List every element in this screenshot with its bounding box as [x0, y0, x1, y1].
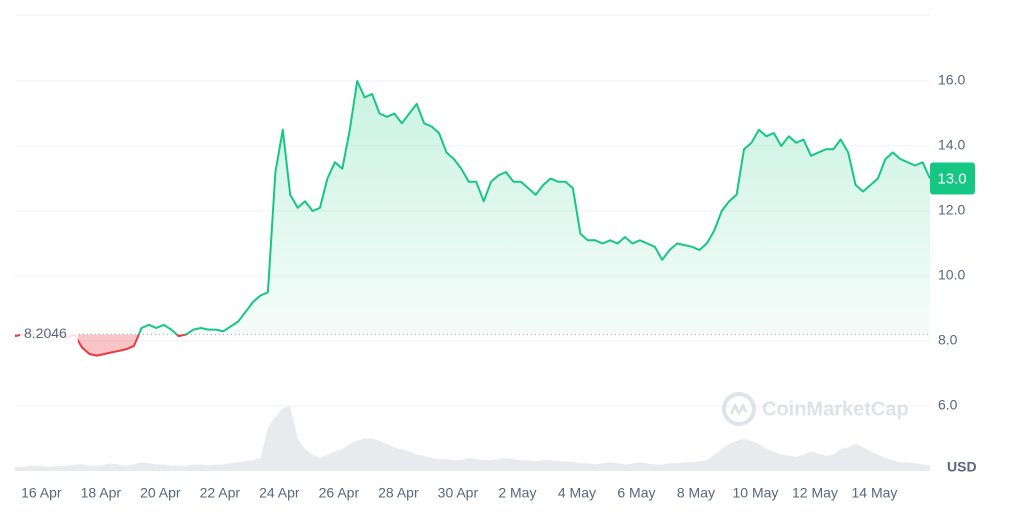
baseline-label-bg: [20, 324, 78, 343]
currency-label: USD: [947, 459, 977, 475]
volume-area: [15, 406, 930, 471]
baseline-label: 8.2046: [24, 325, 67, 341]
y-tick-label: 12.0: [938, 202, 965, 218]
current-price-tag: [930, 162, 975, 195]
x-tick-label: 8 May: [677, 485, 715, 501]
x-tick-label: 20 Apr: [140, 485, 181, 501]
x-tick-label: 24 Apr: [259, 485, 300, 501]
x-tick-label: 18 Apr: [81, 485, 122, 501]
x-tick-label: 30 Apr: [438, 485, 479, 501]
y-tick-label: 6.0: [938, 397, 958, 413]
current-price-label: 13.0: [937, 170, 966, 187]
x-tick-label: 6 May: [617, 485, 655, 501]
x-tick-label: 12 May: [792, 485, 838, 501]
y-tick-label: 10.0: [938, 267, 965, 283]
x-tick-label: 14 May: [852, 485, 898, 501]
x-tick-label: 2 May: [498, 485, 536, 501]
price-line: [14, 80, 931, 357]
y-tick-label: 8.0: [938, 332, 958, 348]
x-tick-label: 26 Apr: [319, 485, 360, 501]
x-tick-label: 16 Apr: [21, 485, 62, 501]
watermark: CoinMarketCap: [722, 392, 909, 426]
x-tick-label: 28 Apr: [378, 485, 419, 501]
y-tick-label: 14.0: [938, 137, 965, 153]
x-tick-label: 10 May: [733, 485, 779, 501]
x-tick-label: 4 May: [558, 485, 596, 501]
watermark-text: CoinMarketCap: [762, 398, 909, 420]
y-tick-label: 16.0: [938, 72, 965, 88]
x-tick-label: 22 Apr: [200, 485, 241, 501]
price-area: [15, 81, 930, 356]
